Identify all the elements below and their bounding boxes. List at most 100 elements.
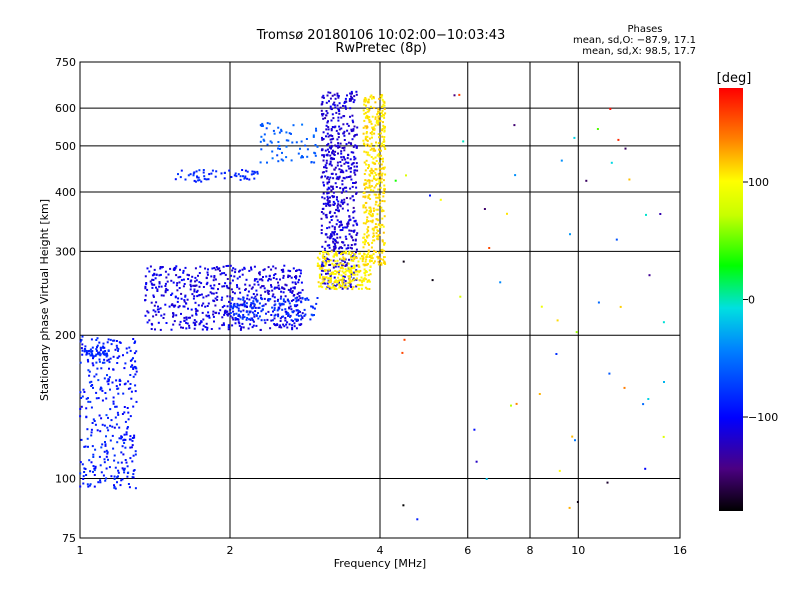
data-point [341, 169, 344, 172]
data-point [96, 429, 99, 432]
data-point [269, 327, 272, 330]
data-point [174, 267, 177, 270]
data-point [372, 232, 375, 235]
data-point [192, 321, 195, 324]
data-point [132, 368, 135, 370]
data-point [227, 287, 230, 290]
data-point [380, 174, 383, 177]
data-point [115, 379, 118, 382]
data-point [347, 262, 350, 265]
chart-title: Tromsø 20180106 10:02:00−10:03:43 [256, 28, 506, 43]
data-point [290, 159, 293, 162]
data-point [343, 130, 346, 133]
data-point [364, 179, 367, 182]
data-point [359, 269, 362, 272]
data-point [374, 149, 377, 152]
data-point [256, 170, 259, 173]
data-point [198, 169, 201, 172]
data-point [352, 129, 355, 132]
data-point [314, 144, 317, 146]
data-point [324, 164, 327, 167]
data-point [560, 159, 563, 162]
data-point [258, 306, 261, 309]
data-point [120, 435, 123, 438]
x-tick-label: 16 [673, 544, 687, 557]
data-point [153, 304, 156, 307]
data-point [326, 272, 329, 275]
data-point [383, 242, 386, 245]
data-point [325, 128, 328, 131]
data-point [213, 275, 216, 277]
data-point [263, 287, 266, 290]
data-point [89, 483, 92, 486]
data-point [231, 297, 234, 300]
data-point [333, 248, 336, 250]
data-point [161, 266, 164, 268]
data-point [297, 312, 299, 315]
data-point [204, 326, 207, 329]
data-point [109, 439, 112, 442]
data-point [236, 284, 238, 287]
data-point [325, 262, 328, 265]
data-point [115, 344, 118, 347]
data-point [377, 188, 380, 191]
data-point [252, 320, 255, 323]
data-point [376, 182, 379, 185]
data-point [331, 135, 334, 137]
data-point [336, 283, 339, 286]
data-point [331, 126, 334, 128]
data-point [373, 186, 376, 189]
data-point [333, 233, 336, 236]
data-point [338, 286, 341, 289]
data-point [382, 144, 385, 146]
data-point [145, 283, 148, 286]
y-axis-label: Stationary phase Virtual Height [km] [38, 199, 51, 401]
data-point [189, 173, 192, 176]
data-point [193, 290, 196, 293]
data-point [313, 161, 316, 164]
data-point [366, 280, 369, 283]
data-point [351, 97, 354, 100]
data-point [270, 314, 273, 316]
data-point [219, 269, 221, 272]
data-point [337, 271, 340, 274]
data-point [337, 265, 340, 268]
data-point [353, 210, 356, 213]
data-point [282, 298, 285, 301]
data-point [342, 241, 345, 244]
data-point [514, 174, 517, 177]
data-point [206, 328, 209, 331]
data-point [125, 431, 128, 434]
data-point [333, 254, 336, 257]
data-point [256, 293, 259, 296]
data-point [180, 169, 183, 172]
data-point [165, 322, 168, 324]
data-point [292, 124, 295, 127]
data-point [90, 350, 93, 353]
data-point [224, 273, 227, 276]
data-point [291, 326, 294, 329]
data-point [207, 294, 210, 297]
data-point [150, 322, 153, 325]
data-point [382, 231, 385, 234]
data-point [109, 424, 112, 427]
data-point [375, 196, 378, 199]
data-point [192, 174, 195, 177]
data-point [89, 400, 92, 403]
data-point [380, 114, 383, 117]
data-point [333, 202, 336, 205]
data-point [118, 379, 121, 382]
data-point [355, 248, 358, 251]
data-point [133, 352, 136, 355]
data-point [104, 392, 107, 394]
data-point [375, 184, 377, 187]
data-point [311, 305, 314, 308]
data-point [383, 200, 386, 203]
data-point [377, 120, 380, 122]
data-point [111, 381, 114, 384]
data-point [190, 279, 193, 282]
data-point [104, 443, 107, 446]
data-point [300, 314, 303, 317]
data-point [133, 342, 136, 344]
